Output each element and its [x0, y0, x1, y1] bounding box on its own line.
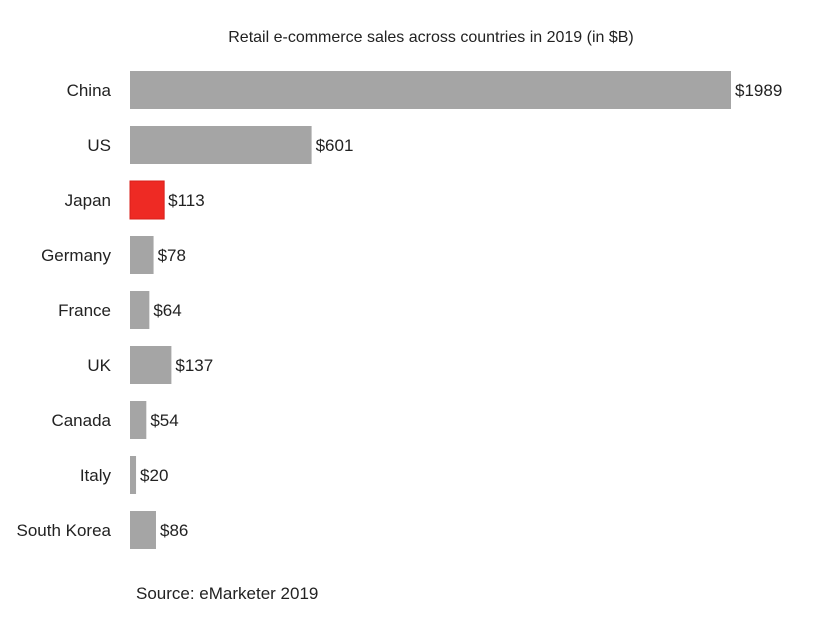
bar-france [130, 291, 150, 329]
category-label: France [58, 301, 111, 320]
bar-uk [130, 346, 172, 384]
category-label: South Korea [16, 521, 111, 540]
bar-china [130, 71, 731, 109]
bar-canada [130, 401, 147, 439]
category-label: Canada [51, 411, 111, 430]
data-label: $20 [140, 466, 168, 485]
chart-title: Retail e-commerce sales across countries… [228, 29, 634, 46]
category-label: UK [87, 356, 111, 375]
bar-us [130, 126, 312, 164]
bar-south-korea [130, 511, 156, 549]
category-label: Italy [80, 466, 112, 485]
data-label: $64 [153, 301, 181, 320]
data-label: $54 [150, 411, 178, 430]
data-label: $78 [158, 246, 186, 265]
category-label: Germany [41, 246, 111, 265]
bar-italy [130, 456, 137, 494]
category-label: US [87, 136, 111, 155]
bars-group: China $1989 US $601 Japan $113 Germany $78 Franc… [16, 71, 782, 549]
bar-japan [129, 180, 165, 220]
category-label: China [67, 81, 112, 100]
data-label: $137 [175, 356, 213, 375]
source-note: Source: eMarketer 2019 [136, 584, 318, 603]
data-label: $86 [160, 521, 188, 540]
data-label: $601 [316, 136, 354, 155]
category-label: Japan [65, 191, 111, 210]
data-label: $1989 [735, 81, 782, 100]
data-label: $113 [168, 191, 205, 210]
bar-germany [130, 236, 154, 274]
